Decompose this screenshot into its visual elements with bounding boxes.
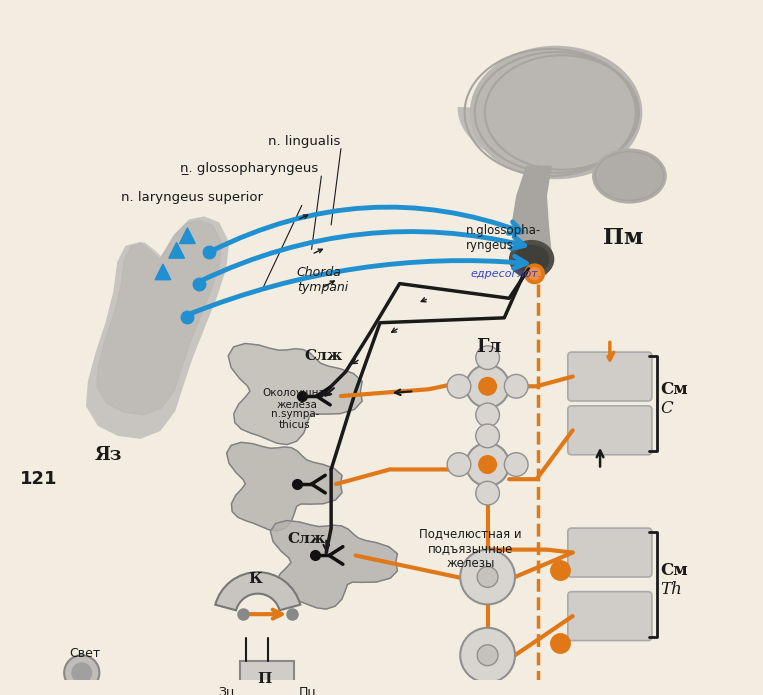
Circle shape	[72, 663, 92, 682]
Polygon shape	[169, 243, 185, 258]
Text: n.glossopha-
ryngeus: n.glossopha- ryngeus	[466, 224, 541, 252]
Text: См: См	[661, 381, 688, 398]
Circle shape	[529, 268, 540, 279]
Text: Яз: Яз	[95, 445, 122, 464]
Circle shape	[479, 456, 497, 473]
Bar	[240, 661, 294, 695]
Polygon shape	[270, 521, 398, 609]
Circle shape	[447, 452, 471, 476]
Text: Chorda
tympani: Chorda tympani	[297, 266, 348, 295]
Polygon shape	[512, 166, 551, 274]
Text: 121: 121	[20, 470, 58, 488]
Ellipse shape	[593, 149, 666, 203]
Text: См: См	[661, 562, 688, 578]
Polygon shape	[227, 442, 342, 531]
Text: Слж: Слж	[287, 532, 325, 546]
Text: C: C	[661, 400, 674, 417]
Text: Подчелюстная и
подъязычные
железы: Подчелюстная и подъязычные железы	[419, 528, 522, 570]
Circle shape	[64, 655, 99, 690]
Circle shape	[477, 645, 498, 666]
Circle shape	[466, 365, 509, 408]
Ellipse shape	[514, 245, 549, 273]
Wedge shape	[215, 572, 301, 610]
Text: n̲. glossopharyngeus: n̲. glossopharyngeus	[179, 162, 318, 175]
Polygon shape	[97, 220, 221, 415]
FancyBboxPatch shape	[568, 528, 652, 577]
Ellipse shape	[510, 240, 554, 278]
Polygon shape	[228, 343, 362, 445]
Circle shape	[476, 482, 500, 505]
Text: Зц: Зц	[219, 685, 235, 695]
Text: П: П	[258, 671, 272, 685]
Text: n. laryngeus superior: n. laryngeus superior	[121, 191, 263, 204]
Text: Гл: Гл	[476, 338, 501, 356]
Circle shape	[476, 346, 500, 370]
Circle shape	[479, 377, 497, 395]
Circle shape	[466, 443, 509, 486]
Polygon shape	[87, 217, 228, 438]
Text: едресоглот.: едресоглот.	[471, 269, 542, 279]
Text: Свет: Свет	[69, 647, 100, 660]
Polygon shape	[155, 264, 171, 279]
Circle shape	[447, 375, 471, 398]
Text: Околоушная
железа: Околоушная железа	[262, 389, 332, 410]
Circle shape	[477, 566, 498, 587]
FancyBboxPatch shape	[568, 352, 652, 401]
Circle shape	[460, 628, 515, 682]
Text: Th: Th	[661, 581, 683, 598]
Polygon shape	[179, 228, 195, 243]
Text: n. lingualis: n. lingualis	[268, 135, 340, 148]
FancyBboxPatch shape	[568, 406, 652, 455]
Text: Слж: Слж	[304, 349, 343, 363]
Circle shape	[476, 403, 500, 427]
Ellipse shape	[471, 47, 642, 179]
Text: К: К	[248, 572, 262, 586]
FancyBboxPatch shape	[568, 591, 652, 641]
Polygon shape	[459, 54, 634, 166]
Text: Пц: Пц	[299, 685, 317, 695]
Circle shape	[504, 375, 528, 398]
Circle shape	[525, 264, 544, 284]
Circle shape	[460, 550, 515, 605]
Text: n.sympa-
thicus: n.sympa- thicus	[271, 409, 319, 430]
Circle shape	[504, 452, 528, 476]
Text: Пм: Пм	[603, 227, 643, 250]
Circle shape	[476, 424, 500, 448]
